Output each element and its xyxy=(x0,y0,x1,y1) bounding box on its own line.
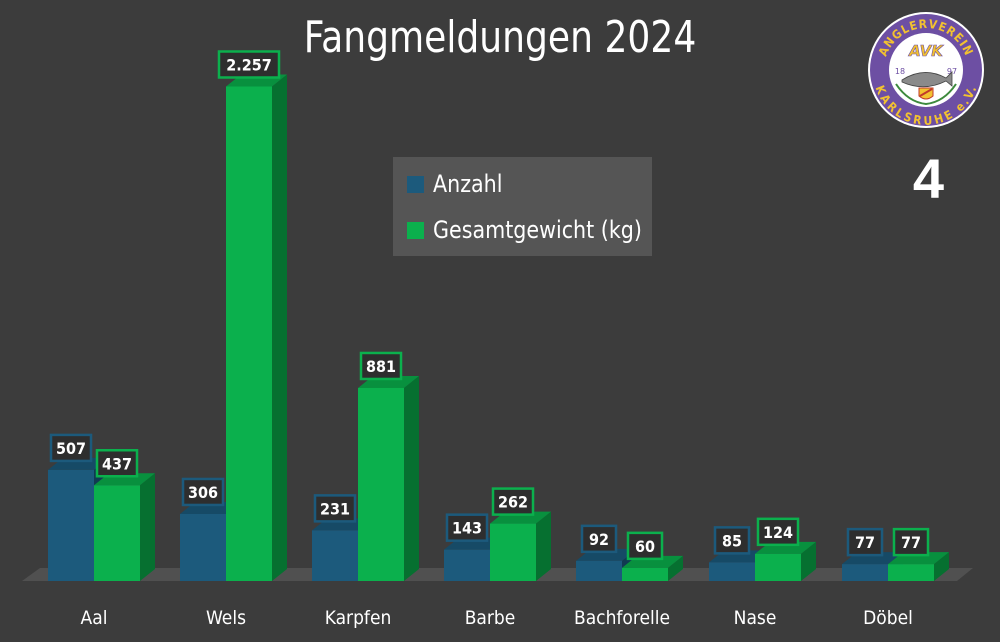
x-tick-label-wels: Wels xyxy=(206,607,246,629)
bar-wels-anzahl xyxy=(180,513,226,581)
bar-side-bachforelle-gesamtgewicht-kg- xyxy=(668,555,683,581)
club-logo: ANGLERVEREIN KARLSRUHE e.V. AVK 18 97 xyxy=(868,12,984,128)
chart-legend: Anzahl Gesamtgewicht (kg) xyxy=(393,157,652,256)
x-tick-label-karpfen: Karpfen xyxy=(325,607,392,629)
data-label-nase-gesamtgewicht-kg-: 124 xyxy=(763,523,793,542)
data-label-karpfen-anzahl: 231 xyxy=(320,499,350,518)
data-label-barbe-gesamtgewicht-kg-: 262 xyxy=(498,493,528,512)
bar-barbe-gesamtgewicht-kg- xyxy=(490,523,536,581)
bar-side-wels-gesamtgewicht-kg- xyxy=(272,74,287,581)
logo-year-left: 18 xyxy=(895,67,905,76)
logo-wreath xyxy=(895,83,957,106)
data-label-wels-anzahl: 306 xyxy=(188,483,218,502)
x-tick-label-barbe: Barbe xyxy=(465,607,516,629)
data-label-barbe-anzahl: 143 xyxy=(452,519,482,538)
data-label-aal-gesamtgewicht-kg-: 437 xyxy=(102,454,132,473)
data-label-box-nase-gesamtgewicht-kg- xyxy=(756,517,800,547)
bar-aal-anzahl xyxy=(48,469,94,581)
data-label-box-d-bel-gesamtgewicht-kg- xyxy=(892,527,930,557)
data-label-box-d-bel-anzahl xyxy=(846,527,884,557)
bar-side-d-bel-gesamtgewicht-kg- xyxy=(934,552,949,581)
data-label-box-karpfen-anzahl xyxy=(313,494,357,523)
bar-bachforelle-gesamtgewicht-kg- xyxy=(622,567,668,581)
data-label-box-barbe-gesamtgewicht-kg- xyxy=(491,487,535,516)
bar-d-bel-gesamtgewicht-kg- xyxy=(888,564,934,581)
chart-title: Fangmeldungen 2024 xyxy=(303,12,697,63)
data-label-wels-gesamtgewicht-kg-: 2.257 xyxy=(226,55,272,74)
data-label-box-wels-gesamtgewicht-kg- xyxy=(217,50,281,79)
bar-karpfen-anzahl xyxy=(312,530,358,581)
data-label-box-wels-anzahl xyxy=(181,477,225,507)
data-label-bachforelle-anzahl: 92 xyxy=(589,530,609,549)
bar-karpfen-gesamtgewicht-kg- xyxy=(358,387,404,581)
data-label-bachforelle-gesamtgewicht-kg-: 60 xyxy=(635,537,655,556)
data-label-d-bel-anzahl: 77 xyxy=(855,533,875,552)
x-tick-label-nase: Nase xyxy=(734,607,777,629)
data-label-d-bel-gesamtgewicht-kg-: 77 xyxy=(901,533,921,552)
data-label-box-barbe-anzahl xyxy=(445,513,489,542)
bar-aal-gesamtgewicht-kg- xyxy=(94,485,140,581)
data-label-box-aal-gesamtgewicht-kg- xyxy=(95,449,139,478)
page-number: 4 xyxy=(912,147,944,210)
legend-swatch-gesamtgewicht xyxy=(407,221,424,239)
x-tick-label-bachforelle: Bachforelle xyxy=(574,607,670,629)
bar-nase-anzahl xyxy=(709,562,755,581)
data-label-box-karpfen-gesamtgewicht-kg- xyxy=(359,351,403,381)
legend-label-anzahl: Anzahl xyxy=(433,170,503,198)
data-label-karpfen-gesamtgewicht-kg-: 881 xyxy=(366,357,396,376)
data-label-nase-anzahl: 85 xyxy=(722,531,742,550)
bar-side-aal-gesamtgewicht-kg- xyxy=(140,473,155,581)
data-label-box-nase-anzahl xyxy=(713,526,751,555)
data-label-aal-anzahl: 507 xyxy=(56,439,86,458)
legend-item-anzahl: Anzahl xyxy=(407,170,514,198)
bar-d-bel-anzahl xyxy=(842,564,888,581)
bar-barbe-anzahl xyxy=(444,549,490,581)
bar-side-karpfen-gesamtgewicht-kg- xyxy=(404,375,419,581)
bar-wels-gesamtgewicht-kg- xyxy=(226,86,272,581)
x-tick-label-d-bel: Döbel xyxy=(863,607,913,629)
bar-side-barbe-gesamtgewicht-kg- xyxy=(536,511,551,581)
legend-item-gesamtgewicht: Gesamtgewicht (kg) xyxy=(407,216,676,244)
logo-fish xyxy=(901,71,953,88)
data-label-box-bachforelle-gesamtgewicht-kg- xyxy=(626,531,664,561)
bar-nase-gesamtgewicht-kg- xyxy=(755,553,801,581)
bar-side-nase-gesamtgewicht-kg- xyxy=(801,541,816,581)
x-tick-label-aal: Aal xyxy=(81,607,108,629)
bar-bachforelle-anzahl xyxy=(576,560,622,581)
data-label-box-bachforelle-anzahl xyxy=(580,524,618,554)
data-label-box-aal-anzahl xyxy=(49,433,93,463)
legend-swatch-anzahl xyxy=(407,175,424,193)
logo-monogram: AVK xyxy=(908,42,944,60)
legend-label-gesamtgewicht: Gesamtgewicht (kg) xyxy=(433,216,642,244)
